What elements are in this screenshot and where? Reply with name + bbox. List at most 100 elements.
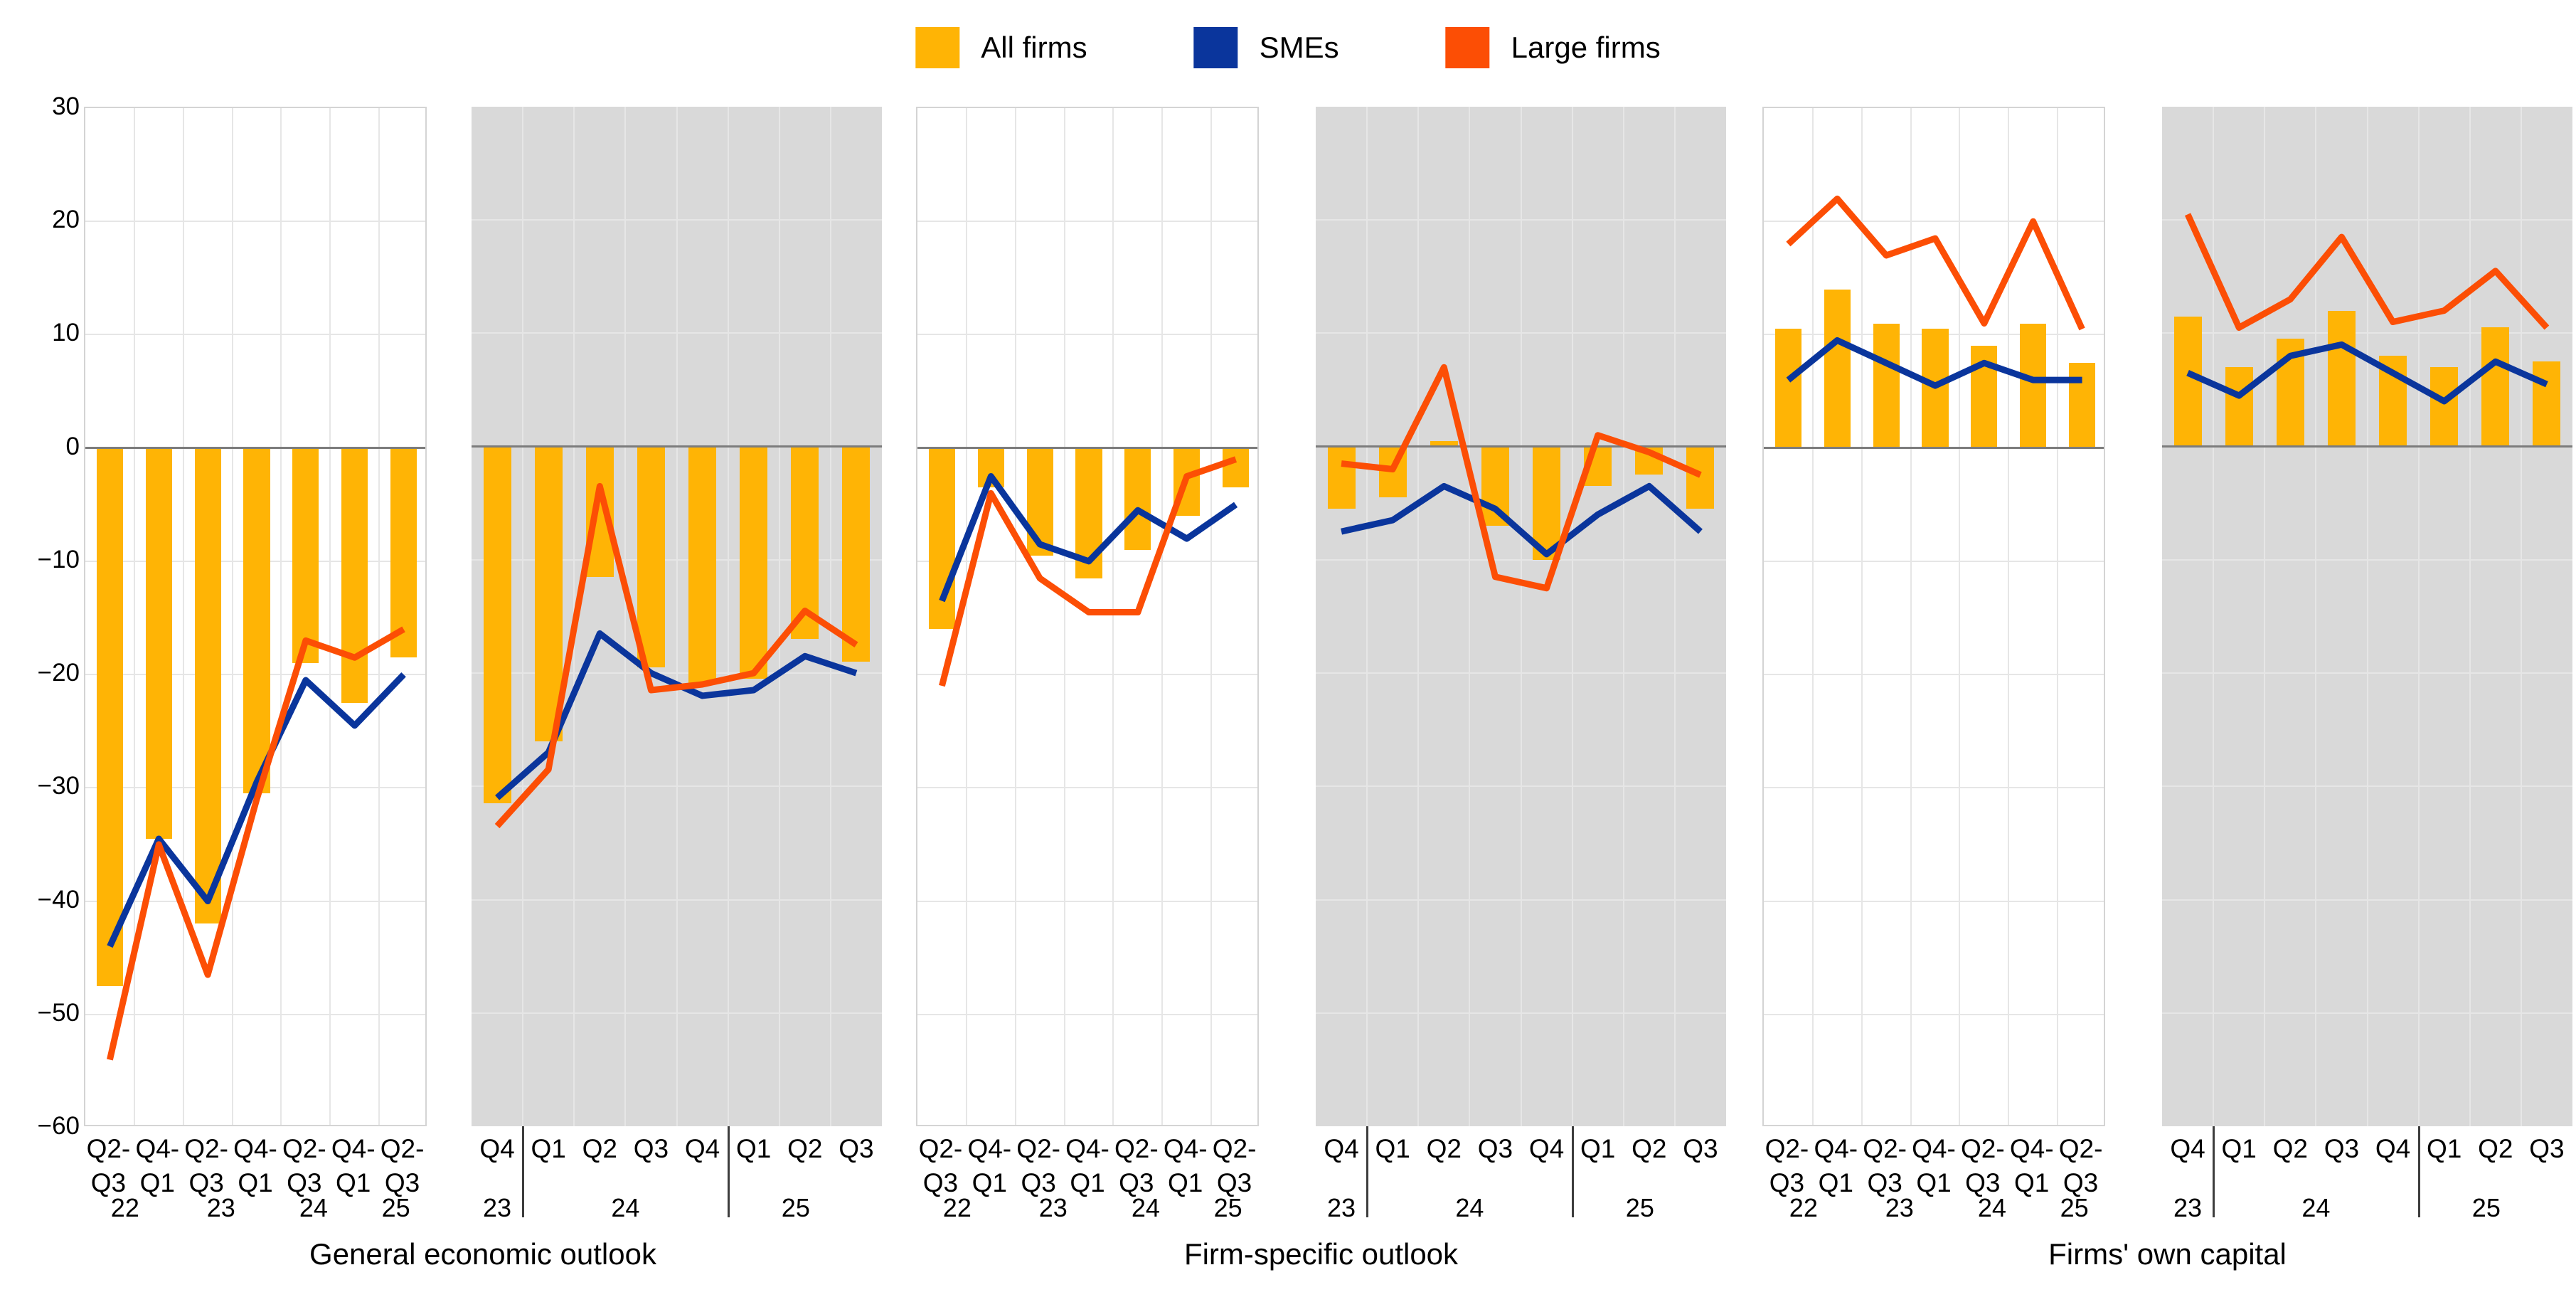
gridline [917, 1013, 1257, 1015]
year-label: 23 [483, 1193, 512, 1222]
x-axis-label: Q2- [1212, 1134, 1257, 1163]
zero-line [472, 445, 882, 448]
group-title: General economic outlook [309, 1237, 656, 1271]
lines-overlay [939, 456, 1238, 687]
all-firms-bar [292, 448, 319, 664]
y-axis-label: 20 [52, 206, 80, 234]
zero-line [2162, 445, 2572, 448]
x-axis-label: Q1 [1070, 1168, 1105, 1197]
year-label: 24 [2301, 1193, 2331, 1222]
smes-line [2186, 341, 2548, 405]
all-firms-bar [1222, 448, 1250, 488]
gridline [1417, 107, 1420, 1126]
x-axis-label: Q4 [1528, 1134, 1565, 1163]
gridline [676, 107, 678, 1126]
smes-swatch-icon [1193, 27, 1238, 68]
all-firms-bar [688, 446, 717, 685]
gridline [2315, 107, 2317, 1126]
year-label: 22 [1789, 1193, 1818, 1222]
quarter-separator [1571, 1126, 1574, 1217]
x-axis-label: Q4- [1163, 1134, 1208, 1163]
gridline [1112, 108, 1114, 1125]
x-axis-label: Q3 [1021, 1168, 1056, 1197]
gridline [1764, 1013, 2104, 1015]
x-axis-label: Q3 [839, 1134, 874, 1163]
x-axis-label: Q1 [1168, 1168, 1203, 1197]
gridline [2057, 108, 2059, 1125]
legend-label: SMEs [1259, 31, 1339, 64]
y-axis-label: −20 [37, 659, 80, 687]
x-axis-label: Q2- [86, 1134, 131, 1163]
gridline [2213, 107, 2215, 1126]
quarter-separator [2417, 1126, 2420, 1217]
smes-line [107, 672, 406, 948]
year-label: 24 [1977, 1193, 2006, 1222]
quarter-separator [1366, 1126, 1369, 1217]
smes-line [1341, 482, 1703, 558]
group-title: Firm-specific outlook [1183, 1237, 1459, 1271]
all-firms-bar [2327, 310, 2356, 447]
gridline [85, 221, 425, 223]
all-firms-bar [2225, 367, 2253, 447]
gridline [829, 107, 831, 1126]
year-label: 24 [299, 1193, 328, 1222]
x-axis-label: Q4 [2170, 1134, 2205, 1163]
gridline [2008, 108, 2010, 1125]
all-firms-bar [2020, 323, 2047, 448]
gridline [133, 108, 135, 1125]
chart-panel [2162, 107, 2572, 1126]
all-firms-bar [1774, 329, 1801, 448]
year-label: 22 [942, 1193, 972, 1222]
x-axis-label: Q2- [282, 1134, 326, 1163]
legend-item-smes: SMEs [1193, 27, 1339, 68]
x-axis-label: Q3 [188, 1168, 224, 1197]
x-axis-label: Q4- [135, 1134, 180, 1163]
smes-line [1786, 337, 2082, 389]
y-axis-label: −10 [37, 545, 80, 573]
large-firms-line [939, 456, 1238, 687]
x-axis-label: Q2- [1765, 1134, 1809, 1163]
gridline [1764, 787, 2104, 789]
year-label: 25 [381, 1193, 410, 1222]
gridline [1764, 900, 2104, 902]
year-label: 24 [1131, 1193, 1160, 1222]
y-axis-label: 10 [52, 319, 80, 347]
x-axis-label: Q4- [331, 1134, 376, 1163]
lines-overlay [1341, 364, 1703, 592]
gridline [1764, 221, 2104, 223]
gridline [1764, 674, 2104, 676]
x-axis-label: Q3 [922, 1168, 959, 1197]
year-label: 23 [206, 1193, 235, 1222]
x-axis-label: Q4 [684, 1134, 720, 1163]
all-firms-bar [1686, 446, 1715, 509]
all-firms-bar [534, 446, 563, 741]
gridline [917, 787, 1257, 789]
y-axis-label: −30 [37, 772, 80, 800]
x-axis-label: Q2 [1632, 1134, 1667, 1163]
gridline [624, 107, 627, 1126]
large-firms-line [2184, 213, 2550, 331]
x-axis-label: Q3 [90, 1168, 127, 1197]
x-axis-label: Q2- [1961, 1134, 2005, 1163]
x-axis-label: Q4 [2375, 1134, 2411, 1163]
gridline [522, 107, 524, 1126]
x-axis-label: Q1 [1580, 1134, 1616, 1163]
x-axis-label: Q1 [972, 1168, 1007, 1197]
x-axis-label: Q1 [2014, 1168, 2050, 1197]
gridline [1811, 108, 1814, 1125]
large-firms-line [1786, 195, 2085, 331]
x-axis-label: Q2 [2272, 1134, 2308, 1163]
x-axis-label: Q3 [1867, 1168, 1902, 1197]
all-firms-bar [740, 446, 768, 679]
chart-panel [1316, 107, 1726, 1126]
legend: All firms SMEs Large firms [915, 27, 1661, 68]
y-axis-label: 0 [65, 432, 80, 460]
x-axis-label: Q3 [1683, 1134, 1718, 1163]
x-axis-label: Q2 [787, 1134, 823, 1163]
x-axis-label: Q4- [1814, 1134, 1858, 1163]
x-axis-label: Q2 [582, 1134, 617, 1163]
year-label: 24 [611, 1193, 640, 1222]
x-axis-label: Q4- [1912, 1134, 1956, 1163]
lines-overlay [494, 482, 858, 829]
x-axis-label: Q2 [1426, 1134, 1462, 1163]
